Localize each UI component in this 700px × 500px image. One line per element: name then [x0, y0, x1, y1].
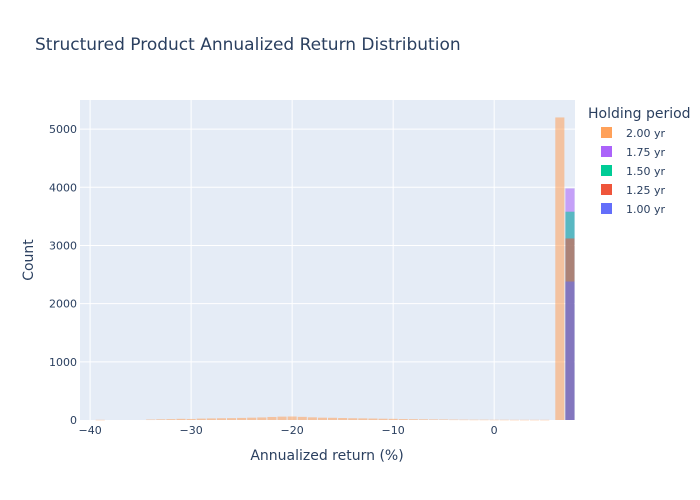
bar: [226, 418, 237, 420]
legend-label: 1.25 yr: [626, 184, 665, 197]
bar: [565, 281, 575, 420]
bar: [388, 418, 398, 420]
bar: [257, 417, 267, 420]
x-tick-label: −10: [382, 424, 405, 437]
bar: [146, 419, 156, 421]
legend-swatch: [601, 127, 612, 138]
bar: [489, 419, 499, 421]
bar: [469, 419, 479, 421]
legend-items: 2.00 yr 1.75 yr 1.50 yr 1.25 yr 1.00 yr: [601, 127, 665, 216]
bar: [459, 419, 469, 421]
y-tick-label: 0: [70, 414, 77, 427]
bar: [277, 416, 287, 420]
y-tick-label: 2000: [49, 298, 77, 311]
bar: [317, 417, 327, 420]
legend-label: 1.75 yr: [626, 146, 665, 159]
bar: [237, 417, 247, 420]
bar: [378, 418, 388, 420]
bar: [398, 419, 408, 420]
y-tick-label: 5000: [49, 123, 77, 136]
y-tick-label: 4000: [49, 181, 77, 194]
bar: [499, 419, 509, 421]
x-tick-labels: −40 −30 −20 −10 0: [78, 424, 497, 437]
bar: [348, 418, 358, 420]
y-tick-label: 3000: [49, 239, 77, 252]
legend-swatch: [601, 146, 612, 157]
x-axis-title: Annualized return (%): [250, 448, 403, 464]
bar: [196, 418, 206, 420]
bar: [307, 417, 317, 420]
bar: [95, 419, 105, 421]
x-tick-label: −40: [78, 424, 101, 437]
bar: [519, 419, 530, 421]
x-tick-label: −30: [180, 424, 203, 437]
bar: [408, 419, 418, 420]
bar: [166, 419, 176, 420]
bar: [530, 419, 540, 421]
legend-label: 2.00 yr: [626, 127, 665, 140]
gridlines: [80, 100, 575, 420]
bar: [206, 418, 216, 420]
bar: [540, 419, 550, 421]
legend-swatch: [601, 165, 612, 176]
bar: [297, 416, 307, 420]
legend-swatch: [601, 184, 612, 195]
bar: [156, 419, 166, 420]
bars: [95, 117, 575, 421]
chart-title: Structured Product Annualized Return Dis…: [35, 35, 461, 55]
legend-swatch: [601, 203, 612, 214]
legend: Holding period 2.00 yr 1.75 yr 1.50 yr 1.25…: [588, 106, 691, 216]
bar: [176, 418, 186, 420]
y-tick-label: 1000: [49, 356, 77, 369]
bar: [358, 418, 368, 420]
bar: [216, 418, 226, 420]
plot-area: [80, 100, 575, 420]
bar: [555, 117, 565, 421]
bar: [368, 418, 378, 420]
bar: [439, 419, 449, 420]
bar: [509, 419, 519, 421]
y-tick-labels: 0 1000 2000 3000 4000 5000: [49, 123, 77, 427]
legend-title: Holding period: [588, 106, 691, 122]
bar: [186, 418, 196, 420]
bar: [338, 418, 348, 420]
bar: [287, 416, 297, 420]
bar: [267, 416, 277, 420]
legend-label: 1.00 yr: [626, 203, 665, 216]
legend-label: 1.50 yr: [626, 165, 665, 178]
x-tick-label: −20: [281, 424, 304, 437]
bar: [449, 419, 459, 421]
bar: [328, 417, 338, 420]
y-axis-title: Count: [21, 239, 37, 281]
bar: [479, 419, 489, 421]
x-tick-label: 0: [491, 424, 498, 437]
bar: [247, 417, 257, 420]
bar: [429, 419, 439, 420]
bar: [418, 419, 429, 420]
